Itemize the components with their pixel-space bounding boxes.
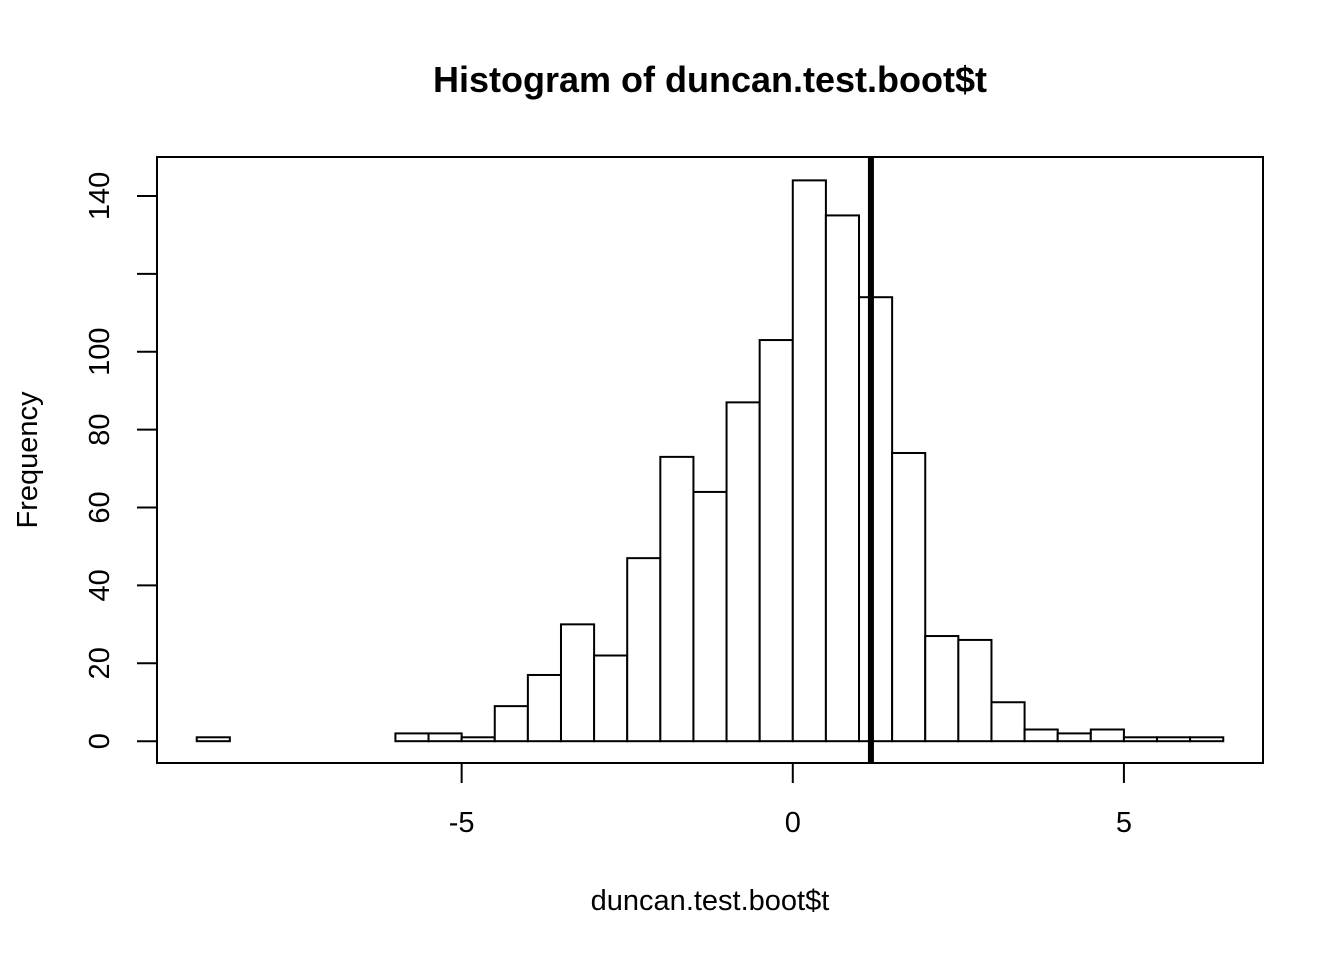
histogram-bar [195, 736, 231, 743]
chart-title: Histogram of duncan.test.boot$t [433, 59, 987, 100]
histogram-bar [394, 732, 430, 743]
y-tick-label: 20 [84, 647, 116, 679]
x-tick-label: -5 [449, 807, 475, 839]
histogram-bar [891, 451, 927, 743]
histogram-bar [725, 401, 761, 743]
y-tick-label: 0 [84, 733, 116, 749]
histogram-bar [758, 339, 794, 743]
histogram-bar [824, 214, 861, 743]
histogram-bar [1189, 736, 1225, 743]
x-tick-label: 5 [1116, 807, 1132, 839]
y-tick-label: 80 [84, 413, 116, 445]
histogram-bar [460, 736, 496, 743]
histogram-bar [692, 490, 728, 743]
histogram-bar [1122, 736, 1159, 743]
histogram-bar [593, 654, 629, 743]
y-tick-label: 40 [84, 569, 116, 601]
y-tick-label: 100 [84, 328, 116, 376]
x-axis-label: duncan.test.boot$t [591, 885, 830, 917]
histogram-bar [1089, 728, 1125, 743]
histogram-bar [1056, 732, 1092, 743]
y-tick-label: 60 [84, 491, 116, 523]
x-tick-label: 0 [785, 807, 801, 839]
histogram-bar [526, 673, 562, 743]
y-axis-label: Frequency [12, 391, 44, 529]
histogram-bar [990, 701, 1026, 743]
histogram-bar [427, 732, 463, 743]
histogram-bar [924, 635, 960, 743]
histogram-bar [791, 179, 827, 743]
histogram-bar [659, 455, 695, 743]
histogram-bar [559, 623, 596, 743]
histogram-bar [1156, 736, 1192, 743]
plot-frame [156, 156, 1264, 764]
y-tick-label: 140 [84, 172, 116, 220]
histogram-bar [626, 557, 662, 743]
bars-group [195, 179, 1225, 743]
histogram-bar [1023, 728, 1059, 743]
histogram-bar [957, 638, 993, 743]
histogram-bar [493, 705, 529, 743]
histogram-bar [858, 296, 894, 743]
